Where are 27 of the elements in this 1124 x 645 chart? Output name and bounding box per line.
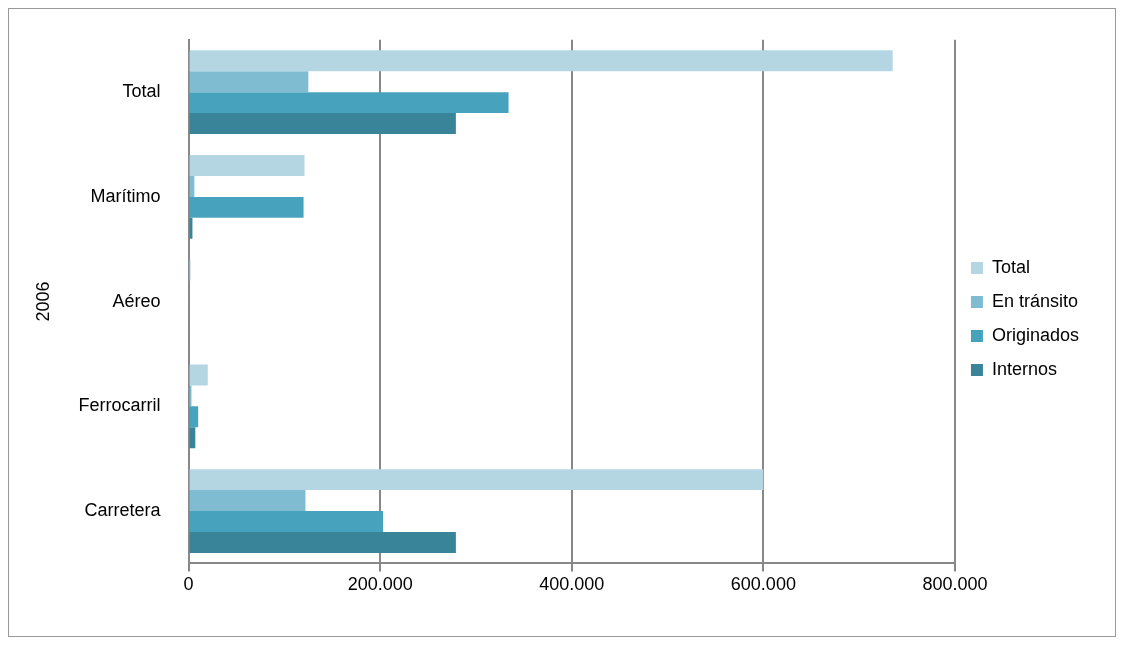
bar — [189, 511, 384, 532]
bar — [189, 92, 509, 114]
bar — [189, 490, 306, 512]
legend-label: En tránsito — [991, 290, 1078, 311]
bar — [189, 469, 764, 491]
bar — [189, 196, 304, 218]
y-tick-label: Carretera — [84, 500, 162, 521]
y-axis-title: 2006 — [32, 281, 53, 322]
legend-label: Total — [991, 256, 1030, 277]
bar — [189, 364, 208, 386]
x-tick-label: 0 — [183, 574, 194, 595]
x-tick-label: 800.000 — [922, 574, 988, 595]
legend-label: Internos — [991, 358, 1057, 379]
x-tick-label: 200.000 — [347, 574, 413, 595]
bar — [189, 154, 305, 176]
y-tick-label: Marítimo — [90, 185, 161, 206]
bar — [189, 50, 893, 72]
x-tick-label: 400.000 — [539, 574, 605, 595]
bar — [189, 71, 309, 93]
bar — [189, 406, 199, 428]
y-tick-label: Aéreo — [112, 290, 161, 311]
bar — [189, 531, 456, 553]
y-tick-label: Ferrocarril — [78, 395, 161, 416]
y-tick-label: Total — [122, 81, 161, 102]
x-tick-label: 600.000 — [730, 574, 796, 595]
legend-label: Originados — [991, 324, 1079, 345]
bar — [189, 113, 456, 135]
